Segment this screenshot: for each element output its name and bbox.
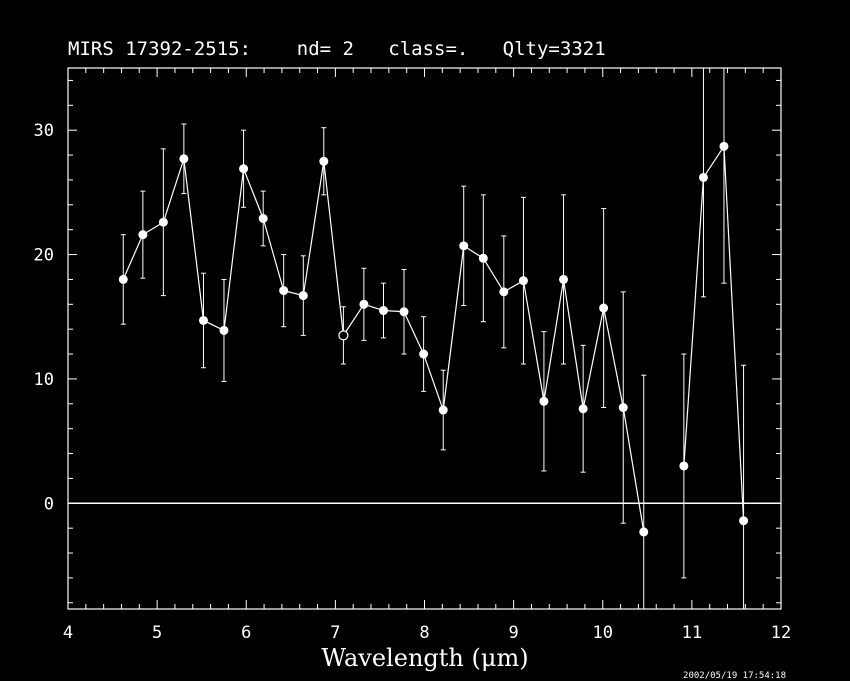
series-segment [622,407,645,532]
series-segment [423,353,444,411]
data-point [319,156,329,166]
timestamp: 2002/05/19 17:54:18 [683,671,786,681]
series-segment [262,218,285,291]
series-segment [683,177,705,467]
series-segment [442,245,465,411]
series-segment [403,311,425,355]
y-tick-label: 30 [34,121,54,141]
plot-frame [67,67,782,610]
data-point [138,230,148,240]
data-point [179,154,189,164]
data-point [618,403,628,413]
data-point [158,217,168,227]
series-segment [302,161,325,296]
data-point [279,286,289,296]
x-tick-label: 12 [771,623,791,643]
data-point [578,404,588,414]
data-point [198,315,208,325]
data-point [359,299,369,309]
series-segment [223,168,245,331]
series-segment [162,158,185,223]
data-point [559,274,569,284]
data-point [499,287,509,297]
series-segment [122,234,144,280]
x-tick-label: 8 [419,623,429,643]
x-tick-label: 5 [152,623,162,643]
x-tick-label: 10 [593,623,613,643]
data-point [739,516,749,526]
series-segment [243,168,264,219]
data-point [679,461,689,471]
data-point [438,405,448,415]
data-point [258,213,268,223]
data-point [219,325,229,335]
series-segment [603,307,624,408]
series-segment [183,158,205,321]
series-segment [702,146,725,178]
x-tick-label: 9 [509,623,519,643]
series-segment [342,303,365,336]
data-point [539,396,549,406]
data-point [399,307,409,317]
data-point [698,172,708,182]
x-tick-label: 4 [63,623,73,643]
x-tick-label: 7 [330,623,340,643]
data-point [639,527,649,537]
data-point [379,306,389,316]
data-point [419,349,429,359]
data-point [478,253,488,263]
series-segment [482,257,505,293]
data-point [298,291,308,301]
data-point [239,164,249,174]
series-segment [543,279,565,402]
y-tick-label: 20 [34,246,54,266]
series-segment [323,161,344,336]
data-point-open [338,330,349,341]
data-point [518,276,528,286]
series-segment [582,307,605,409]
data-series [118,68,749,609]
data-point [719,141,729,151]
chart-title: MIRS 17392-2515: nd= 2 class=. Qlty=3321 [68,38,606,60]
y-tick-label: 10 [34,370,54,390]
series-segment [562,279,584,409]
x-axis-label: Wavelength (μm) [321,644,529,672]
series-segment [522,280,545,402]
data-point [118,274,128,284]
x-tick-label: 11 [682,623,702,643]
x-tick-label: 6 [241,623,251,643]
data-point [459,241,469,251]
series-segment [723,146,745,521]
y-tick-label: 0 [44,494,54,514]
data-point [599,303,609,313]
